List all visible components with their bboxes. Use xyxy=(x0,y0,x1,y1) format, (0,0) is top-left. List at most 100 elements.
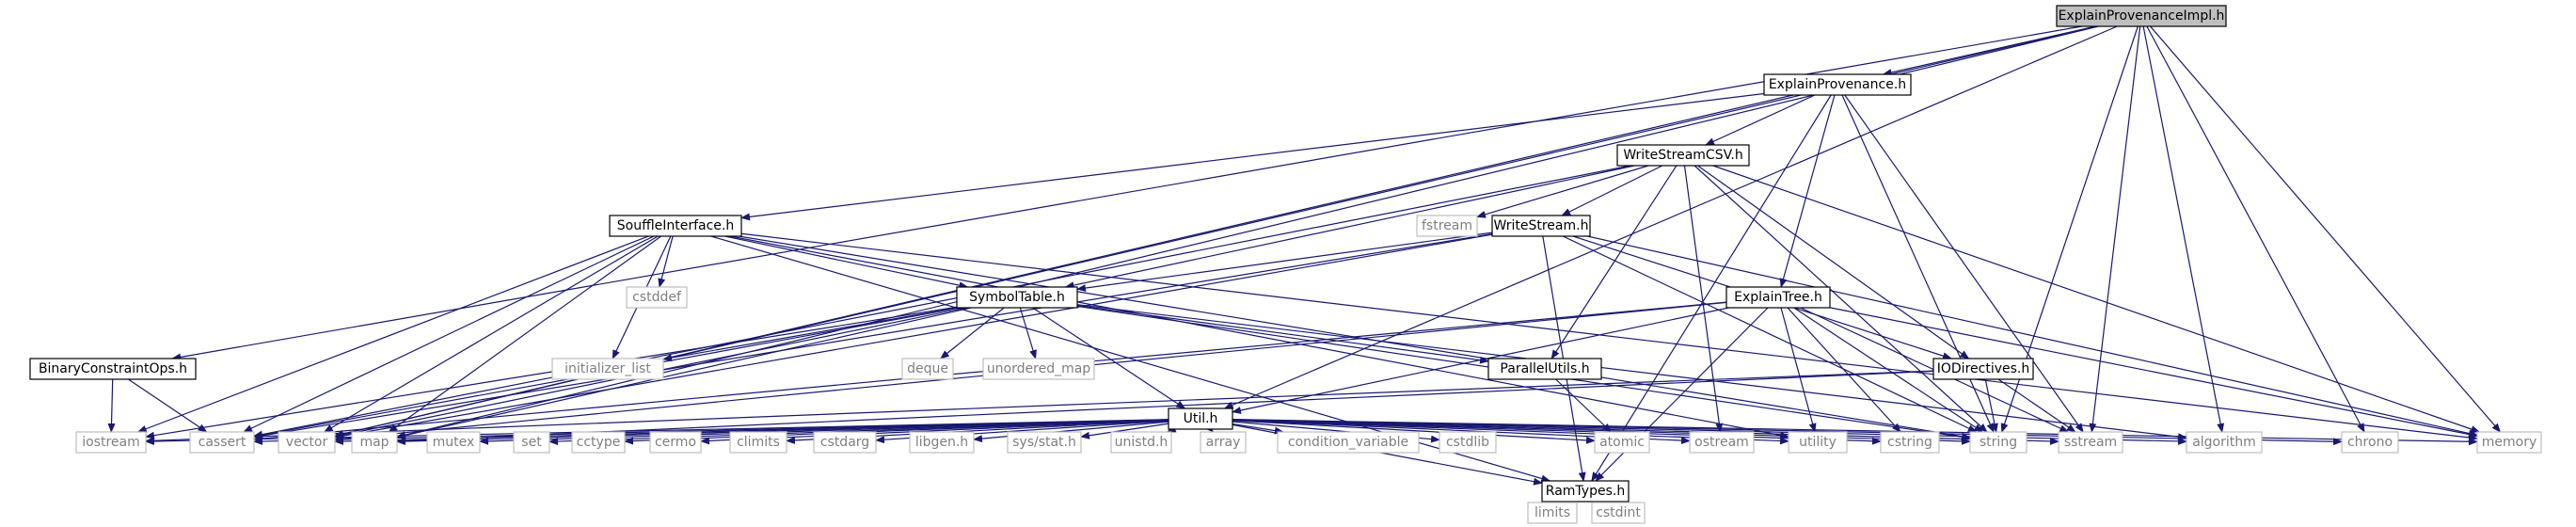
edge-explainprovenanceimpl-to-util xyxy=(1223,25,2118,409)
node-unordered_map: unordered_map xyxy=(982,358,1095,380)
node-cstdlib: cstdlib xyxy=(1439,431,1497,454)
edge-binaryconstraintops-to-iostream xyxy=(107,378,116,433)
node-label: deque xyxy=(907,361,948,376)
node-label: cassert xyxy=(199,435,246,450)
edge-iodirectives-to-string xyxy=(1984,378,1998,433)
node-label: cstddef xyxy=(632,290,682,305)
node-fstream: fstream xyxy=(1416,215,1478,237)
node-cctype: cctype xyxy=(571,431,626,454)
edge-explaintree-to-cstring xyxy=(1787,307,1901,433)
node-label: cstdint xyxy=(1596,505,1641,520)
edge-explainprovenance-to-souffleinterface xyxy=(740,92,1765,221)
node-memory: memory xyxy=(2476,431,2542,454)
node-box xyxy=(2056,5,2227,27)
edge-explainprovenanceimpl-to-algorithm xyxy=(2142,25,2225,433)
edge-util-to-cctype xyxy=(624,419,1169,445)
node-box xyxy=(729,431,787,454)
node-algorithm: algorithm xyxy=(2186,431,2263,454)
node-set: set xyxy=(513,431,550,454)
edge-explaintree-to-ramtypes xyxy=(1595,307,1769,482)
node-box xyxy=(901,358,954,380)
node-label: ExplainTree.h xyxy=(1734,290,1822,305)
node-box xyxy=(29,358,197,380)
edge-writestreamcsv-to-ostream xyxy=(1683,165,1724,433)
node-box xyxy=(1594,431,1650,454)
edge-util-to-condition_variable xyxy=(1232,423,1284,435)
node-iostream: iostream xyxy=(75,431,147,454)
node-box xyxy=(1439,431,1497,454)
node-label: ExplainProvenance.h xyxy=(1769,77,1906,92)
node-ramtypes[interactable]: RamTypes.h xyxy=(1541,480,1630,503)
node-util[interactable]: Util.h xyxy=(1168,407,1233,430)
node-symboltable[interactable]: SymbolTable.h xyxy=(956,286,1078,309)
node-box xyxy=(1541,480,1630,503)
edge-symboltable-to-deque xyxy=(939,307,1005,359)
node-explainprovenanceimpl[interactable]: ExplainProvenanceImpl.h xyxy=(2056,5,2227,27)
node-label: map xyxy=(359,435,389,450)
node-box xyxy=(909,431,975,454)
node-label: ParallelUtils.h xyxy=(1500,361,1589,376)
node-box xyxy=(2341,431,2399,454)
edge-souffleinterface-to-utility xyxy=(729,235,1789,439)
node-explaintree[interactable]: ExplainTree.h xyxy=(1725,286,1831,309)
edge-util-to-memory xyxy=(1232,419,2478,446)
node-cstddef: cstddef xyxy=(626,286,688,309)
edge-binaryconstraintops-to-cassert xyxy=(128,378,208,433)
node-box xyxy=(2186,431,2263,454)
node-box xyxy=(1110,431,1172,454)
node-label: IODirectives.h xyxy=(1937,361,2029,376)
node-label: array xyxy=(1206,435,1241,450)
node-label: sstream xyxy=(2064,435,2117,450)
node-box xyxy=(1725,286,1831,309)
node-sstream: sstream xyxy=(2058,431,2123,454)
node-deque: deque xyxy=(901,358,954,380)
node-box xyxy=(1168,407,1233,430)
node-box xyxy=(571,431,626,454)
node-box xyxy=(1616,144,1750,167)
edge-explainprovenance-to-ramtypes xyxy=(1591,94,1832,482)
edge-writestreamcsv-to-iodirectives xyxy=(1697,165,1970,359)
node-label: set xyxy=(521,435,542,450)
node-box xyxy=(956,286,1078,309)
node-label: unistd.h xyxy=(1115,435,1169,450)
node-box xyxy=(1200,431,1247,454)
node-box xyxy=(1007,431,1082,454)
edge-iodirectives-to-iostream xyxy=(145,370,1934,445)
node-vector: vector xyxy=(278,431,336,454)
node-box xyxy=(982,358,1095,380)
node-label: utility xyxy=(1799,435,1837,450)
node-map: map xyxy=(351,431,398,454)
node-explainprovenance[interactable]: ExplainProvenance.h xyxy=(1763,73,1912,96)
node-label: chrono xyxy=(2347,435,2393,450)
node-writestreamcsv[interactable]: WriteStreamCSV.h xyxy=(1616,144,1750,167)
edge-layer xyxy=(107,25,2502,503)
edge-explainprovenanceimpl-to-sstream xyxy=(2089,25,2141,433)
node-iodirectives[interactable]: IODirectives.h xyxy=(1932,358,2034,380)
node-box xyxy=(813,431,877,454)
node-box xyxy=(513,431,550,454)
edge-explainprovenance-to-explaintree xyxy=(1779,94,1836,288)
node-box xyxy=(1527,502,1578,524)
node-souffleinterface[interactable]: SouffleInterface.h xyxy=(609,215,742,237)
edge-iodirectives-to-sstream xyxy=(1997,378,2076,433)
edge-writestreamcsv-to-cassert xyxy=(253,165,1631,439)
edge-symboltable-to-util xyxy=(1032,307,1186,409)
edge-writestream-to-memory xyxy=(1587,235,2478,438)
node-box xyxy=(1689,431,1755,454)
node-box xyxy=(189,431,255,454)
edge-writestreamcsv-to-memory xyxy=(1712,165,2481,433)
node-box xyxy=(1763,73,1912,96)
node-climits: climits xyxy=(729,431,787,454)
node-label: SymbolTable.h xyxy=(969,290,1065,305)
edge-util-to-atomic xyxy=(1232,420,1596,444)
node-parallelutils[interactable]: ParallelUtils.h xyxy=(1487,358,1602,380)
edge-explainprovenance-to-writestreamcsv xyxy=(1705,94,1816,146)
node-label: ostream xyxy=(1694,435,1749,450)
node-writestream[interactable]: WriteStream.h xyxy=(1491,215,1591,237)
edge-iodirectives-to-map xyxy=(396,370,1934,445)
edge-explaintree-to-memory xyxy=(1829,307,2478,439)
node-binaryconstraintops[interactable]: BinaryConstraintOps.h xyxy=(29,358,197,380)
edge-util-to-sysstat xyxy=(1080,423,1169,439)
edge-writestreamcsv-to-writestream xyxy=(1561,165,1663,216)
edge-explaintree-to-util xyxy=(1232,307,1729,414)
